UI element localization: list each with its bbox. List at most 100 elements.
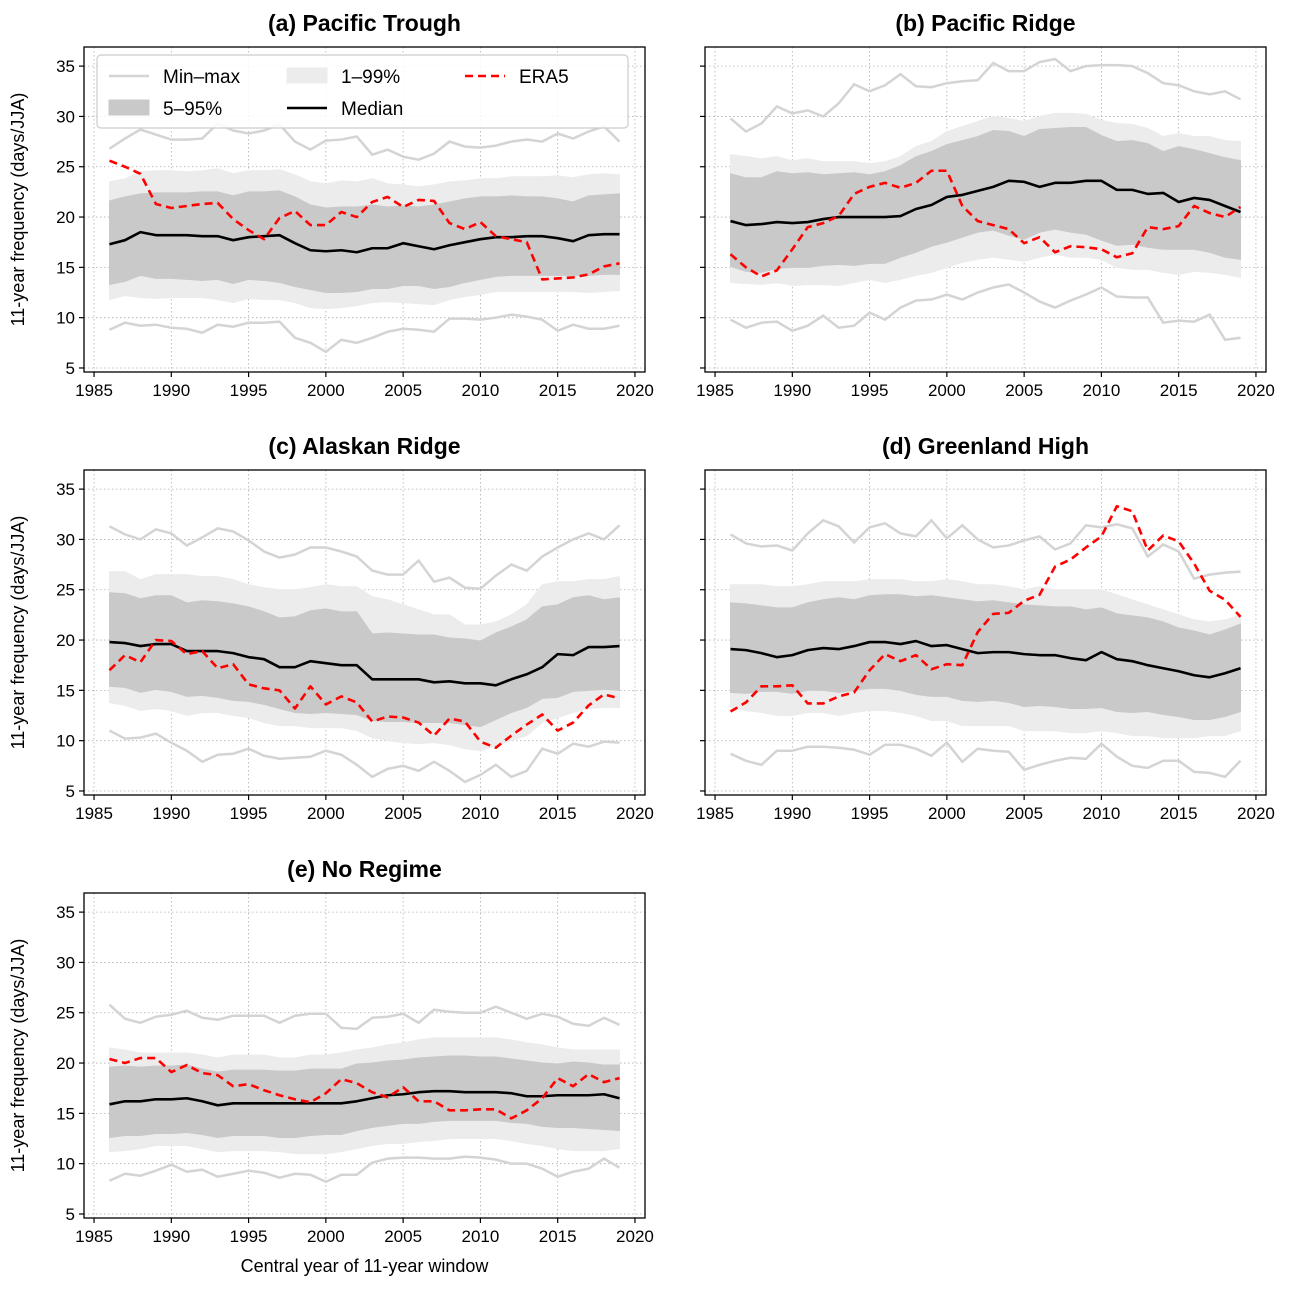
x-tick-label: 2015 <box>1160 804 1198 823</box>
range-line <box>729 57 1242 134</box>
axes-frame <box>83 46 646 373</box>
x-tick-label: 2010 <box>461 804 499 823</box>
chart-title: (a) Pacific Trough <box>268 10 461 36</box>
series-line <box>109 640 620 687</box>
series-line <box>109 230 620 254</box>
y-tick-label: 30 <box>56 953 75 972</box>
y-axis-label: 11-year frequency (days/JJA) <box>8 93 28 327</box>
x-tick-label: 1985 <box>75 1227 113 1246</box>
x-tick-label: 2000 <box>307 381 345 400</box>
x-tick-label: 2020 <box>1237 381 1275 400</box>
panel: 5 10 15 20 25 30 35 1985 1990 1995 2000 2005 2010 201… <box>8 856 654 1276</box>
panel: 5 10 15 20 25 30 35 1985 1990 1995 2000 2005 2010 201… <box>8 433 654 823</box>
y-tick-label: 20 <box>56 631 75 650</box>
range-line <box>108 121 621 161</box>
x-tick-label: 1985 <box>696 804 734 823</box>
legend-label: ERA5 <box>519 67 569 88</box>
chart-title: (c) Alaskan Ridge <box>268 433 460 459</box>
x-axis-label: Central year of 11-year window <box>241 1256 490 1276</box>
range-line <box>729 518 1241 581</box>
x-tick-label: 2000 <box>307 1227 345 1246</box>
x-tick-label: 1985 <box>75 804 113 823</box>
y-axis-label: 11-year frequency (days/JJA) <box>8 516 28 750</box>
y-tick-label: 35 <box>56 57 75 76</box>
axes-frame <box>704 46 1267 373</box>
range-line <box>108 1155 621 1184</box>
x-tick-label: 1990 <box>773 804 811 823</box>
legend-label: 5–95% <box>163 99 222 120</box>
panel: 5 10 15 20 25 30 35 1985 1990 1995 2000 2005 2010 201… <box>8 10 654 400</box>
x-tick-label: 2015 <box>539 381 577 400</box>
y-tick-label: 15 <box>56 681 75 700</box>
y-tick-label: 10 <box>56 309 75 328</box>
range-line <box>108 729 620 784</box>
axes-frame <box>704 469 1267 796</box>
series-line <box>109 159 620 281</box>
band <box>109 190 620 294</box>
y-tick-label: 35 <box>56 480 75 499</box>
y-tick-label: 25 <box>56 1004 75 1023</box>
y-tick-label: 10 <box>56 1155 75 1174</box>
x-tick-label: 1990 <box>773 381 811 400</box>
x-tick-label: 2015 <box>539 1227 577 1246</box>
y-tick-label: 10 <box>56 732 75 751</box>
band <box>730 127 1241 273</box>
band <box>109 1055 620 1139</box>
x-tick-label: 2005 <box>384 1227 422 1246</box>
x-tick-label: 2000 <box>928 804 966 823</box>
range-line <box>729 283 1241 342</box>
panel: 1985 1990 1995 2000 2005 2010 2015 2020 (d) Gree… <box>696 433 1275 823</box>
chart-title: (e) No Regime <box>287 856 442 882</box>
x-tick-label: 2015 <box>1160 381 1198 400</box>
series-line <box>108 638 620 750</box>
series-line <box>729 169 1242 278</box>
y-tick-label: 5 <box>66 1205 75 1224</box>
x-tick-label: 2005 <box>1005 804 1043 823</box>
x-tick-label: 2010 <box>1082 381 1120 400</box>
y-tick-label: 5 <box>66 359 75 378</box>
x-tick-label: 2010 <box>461 1227 499 1246</box>
x-tick-label: 1995 <box>851 804 889 823</box>
panel: 1985 1990 1995 2000 2005 2010 2015 2020 (b) Paci… <box>696 10 1275 400</box>
x-tick-label: 2010 <box>1082 804 1120 823</box>
range-line <box>108 1003 621 1031</box>
chart-title: (b) Pacific Ridge <box>895 10 1075 36</box>
series-line <box>729 504 1242 713</box>
band <box>109 592 620 728</box>
range-line <box>108 524 621 591</box>
range-line <box>108 313 620 354</box>
x-tick-label: 2020 <box>1237 804 1275 823</box>
x-tick-label: 2000 <box>928 381 966 400</box>
series-line <box>109 1089 620 1107</box>
x-tick-label: 2005 <box>384 381 422 400</box>
y-tick-label: 25 <box>56 581 75 600</box>
series-line <box>730 179 1241 227</box>
chart-title: (d) Greenland High <box>882 433 1089 459</box>
x-tick-label: 2010 <box>461 381 499 400</box>
x-tick-label: 2000 <box>307 804 345 823</box>
y-tick-label: 20 <box>56 1054 75 1073</box>
x-tick-label: 1995 <box>851 381 889 400</box>
y-tick-label: 5 <box>66 782 75 801</box>
x-tick-label: 1990 <box>152 381 190 400</box>
y-tick-label: 30 <box>56 107 75 126</box>
y-tick-label: 15 <box>56 258 75 277</box>
y-tick-label: 30 <box>56 530 75 549</box>
x-tick-label: 2020 <box>616 804 654 823</box>
y-tick-label: 20 <box>56 208 75 227</box>
x-tick-label: 2005 <box>1005 381 1043 400</box>
x-tick-label: 1985 <box>696 381 734 400</box>
legend-box <box>96 54 629 129</box>
legend-swatch <box>286 67 328 84</box>
x-tick-label: 1995 <box>230 381 268 400</box>
y-tick-label: 35 <box>56 903 75 922</box>
axes-frame <box>83 892 646 1219</box>
range-line <box>729 740 1242 779</box>
series-line <box>109 1056 620 1120</box>
x-tick-label: 2020 <box>616 381 654 400</box>
x-tick-label: 2015 <box>539 804 577 823</box>
y-tick-label: 15 <box>56 1104 75 1123</box>
x-tick-label: 1990 <box>152 1227 190 1246</box>
